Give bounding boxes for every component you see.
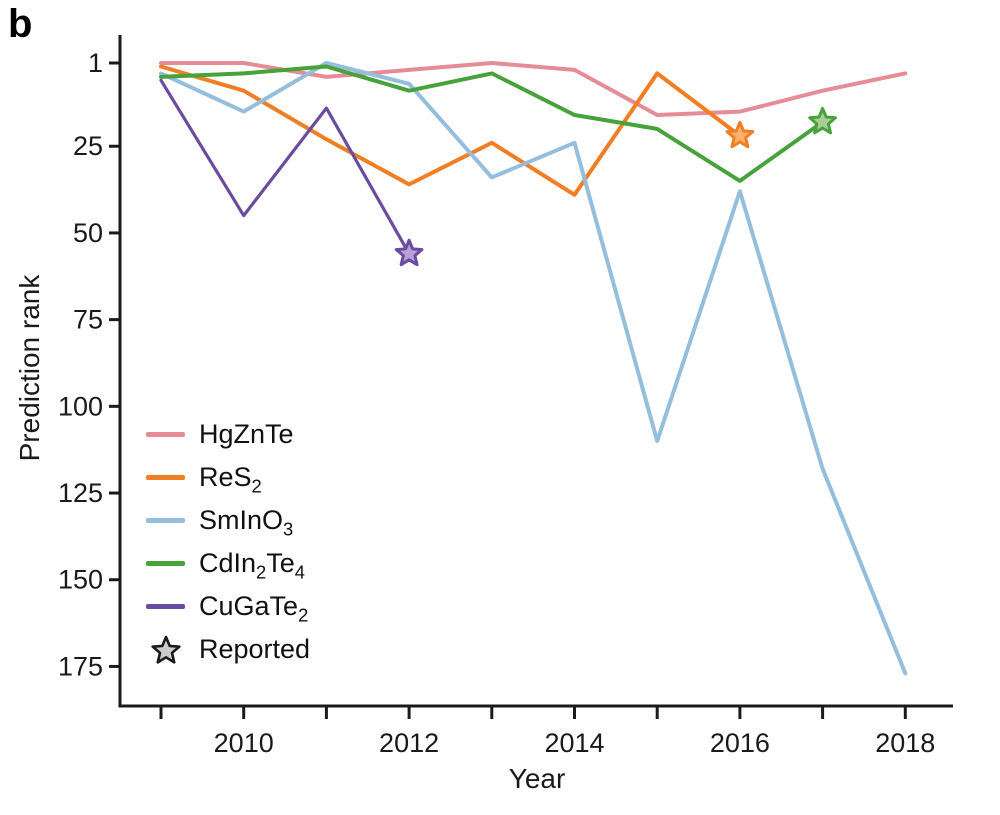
legend-swatch-ReS2 — [146, 475, 185, 480]
series-lines — [159, 61, 908, 676]
y-tick-label: 100 — [58, 391, 103, 421]
reported-star-icon — [150, 635, 181, 664]
legend-swatch-box — [146, 518, 185, 523]
x-tick-label: 2014 — [544, 728, 604, 758]
y-tick-label: 175 — [58, 651, 103, 681]
reported-star-ReS2 — [725, 120, 755, 149]
legend-item-reported: Reported — [146, 628, 310, 671]
reported-star-CuGaTe2 — [394, 238, 424, 267]
legend-swatch-box — [146, 632, 185, 668]
legend-item-CdIn2Te4: CdIn2Te4 — [146, 542, 310, 585]
legend-swatch-HgZnTe — [146, 432, 185, 437]
line-SmInO3 — [159, 61, 908, 676]
legend-item-HgZnTe: HgZnTe — [146, 413, 310, 456]
x-axis-title: Year — [508, 763, 566, 794]
y-tick-label: 25 — [73, 131, 103, 161]
legend-swatch-box — [146, 432, 185, 437]
legend-swatch-SmInO3 — [146, 518, 185, 523]
y-tick-label: 125 — [58, 478, 103, 508]
line-ReS2 — [159, 64, 742, 197]
line-CuGaTe2 — [159, 78, 411, 256]
y-tick-label: 1 — [88, 48, 103, 78]
legend-label-HgZnTe: HgZnTe — [199, 419, 294, 449]
legend-swatch-box — [146, 475, 185, 480]
legend-swatch-box — [146, 561, 185, 566]
axes — [118, 35, 953, 708]
legend-label-SmInO3: SmInO3 — [199, 505, 294, 540]
legend-item-ReS2: ReS2 — [146, 456, 310, 499]
reported-star-CdIn2Te4 — [808, 106, 837, 135]
x-tick-label: 2018 — [875, 728, 935, 758]
legend-item-CuGaTe2: CuGaTe2 — [146, 585, 310, 628]
legend-label-reported: Reported — [199, 634, 311, 664]
y-axis-title: Prediction rank — [14, 274, 45, 462]
x-tick-label: 2010 — [214, 728, 274, 758]
x-axis: 2010 2012 2014 2016 2018 — [159, 706, 935, 758]
x-tick-label: 2012 — [379, 728, 439, 758]
legend-label-CdIn2Te4: CdIn2Te4 — [199, 548, 306, 583]
legend-label-CuGaTe2: CuGaTe2 — [199, 591, 309, 626]
legend: HgZnTe ReS2 SmInO3 CdIn2Te4 CuGaTe2 Reported — [146, 413, 310, 671]
legend-label-ReS2: ReS2 — [199, 462, 262, 497]
legend-swatch-box — [146, 604, 185, 609]
legend-swatch-CuGaTe2 — [146, 604, 185, 609]
reported-stars — [394, 106, 837, 267]
panel-label: b — [8, 2, 33, 46]
y-tick-label: 50 — [73, 218, 103, 248]
x-tick-label: 2016 — [710, 728, 770, 758]
y-tick-label: 150 — [58, 565, 103, 595]
legend-swatch-CdIn2Te4 — [146, 561, 185, 566]
y-tick-label: 75 — [73, 305, 103, 335]
line-CdIn2Te4 — [159, 64, 825, 183]
legend-item-SmInO3: SmInO3 — [146, 499, 310, 542]
axis-spines — [118, 35, 953, 708]
